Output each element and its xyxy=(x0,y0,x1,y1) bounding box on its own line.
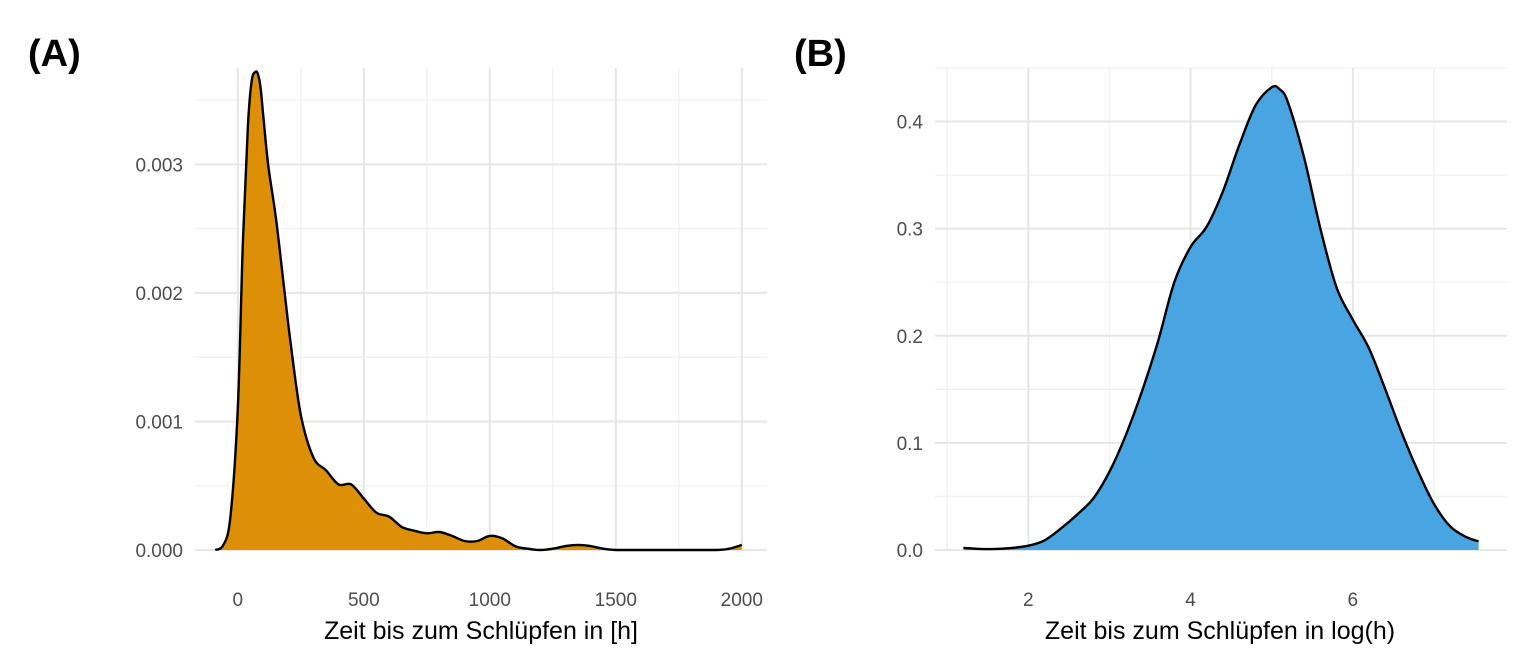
panel-b-x-tick-label: 6 xyxy=(1348,590,1359,611)
panel-b-density-line xyxy=(963,84,1479,551)
panel-b-x-ticks: 2 4 6 xyxy=(1023,590,1358,611)
panel-a-x-tick-label: 2000 xyxy=(721,590,763,611)
panel-b-tag: (B) xyxy=(794,33,847,75)
panel-a-y-tick-label: 0.003 xyxy=(135,155,183,176)
panel-b-y-tick-label: 0.0 xyxy=(897,541,923,562)
panel-b-density-area xyxy=(963,86,1479,550)
panel-b-x-tick-label: 4 xyxy=(1185,590,1196,611)
panel-a-y-tick-label: 0.000 xyxy=(135,541,183,562)
panel-a-y-tick-label: 0.002 xyxy=(135,284,183,305)
panel-b: (B) 0.0 0.1 0.2 0.3 0.4 2 4 6 Zeit bis zum Sch… xyxy=(794,33,1507,645)
panel-b-y-ticks: 0.0 0.1 0.2 0.3 0.4 xyxy=(897,113,924,562)
panel-a-y-ticks: 0.000 0.001 0.002 0.003 xyxy=(135,155,183,562)
panel-a-x-tick-label: 1000 xyxy=(469,590,511,611)
panel-a-x-ticks: 0 500 1000 1500 2000 xyxy=(233,590,763,611)
panel-a-tag: (A) xyxy=(28,33,81,75)
panel-b-y-tick-label: 0.2 xyxy=(897,327,923,348)
panel-a: (A) 0.000 0.001 0.002 0.003 0 500 1000 1500 200… xyxy=(28,33,767,645)
panel-b-x-label: Zeit bis zum Schlüpfen in log(h) xyxy=(1045,617,1395,645)
panel-a-x-tick-label: 500 xyxy=(348,590,380,611)
panel-a-x-label: Zeit bis zum Schlüpfen in [h] xyxy=(324,617,638,645)
panel-a-x-tick-label: 0 xyxy=(233,590,244,611)
panel-b-y-tick-label: 0.1 xyxy=(897,434,923,455)
panel-a-density-area xyxy=(215,71,742,550)
panel-a-density-line xyxy=(214,70,743,552)
panel-a-x-tick-label: 1500 xyxy=(595,590,637,611)
panel-b-y-tick-label: 0.3 xyxy=(897,220,923,241)
panel-b-y-tick-label: 0.4 xyxy=(897,113,924,134)
panel-a-y-tick-label: 0.001 xyxy=(135,412,183,433)
panel-b-x-tick-label: 2 xyxy=(1023,590,1034,611)
